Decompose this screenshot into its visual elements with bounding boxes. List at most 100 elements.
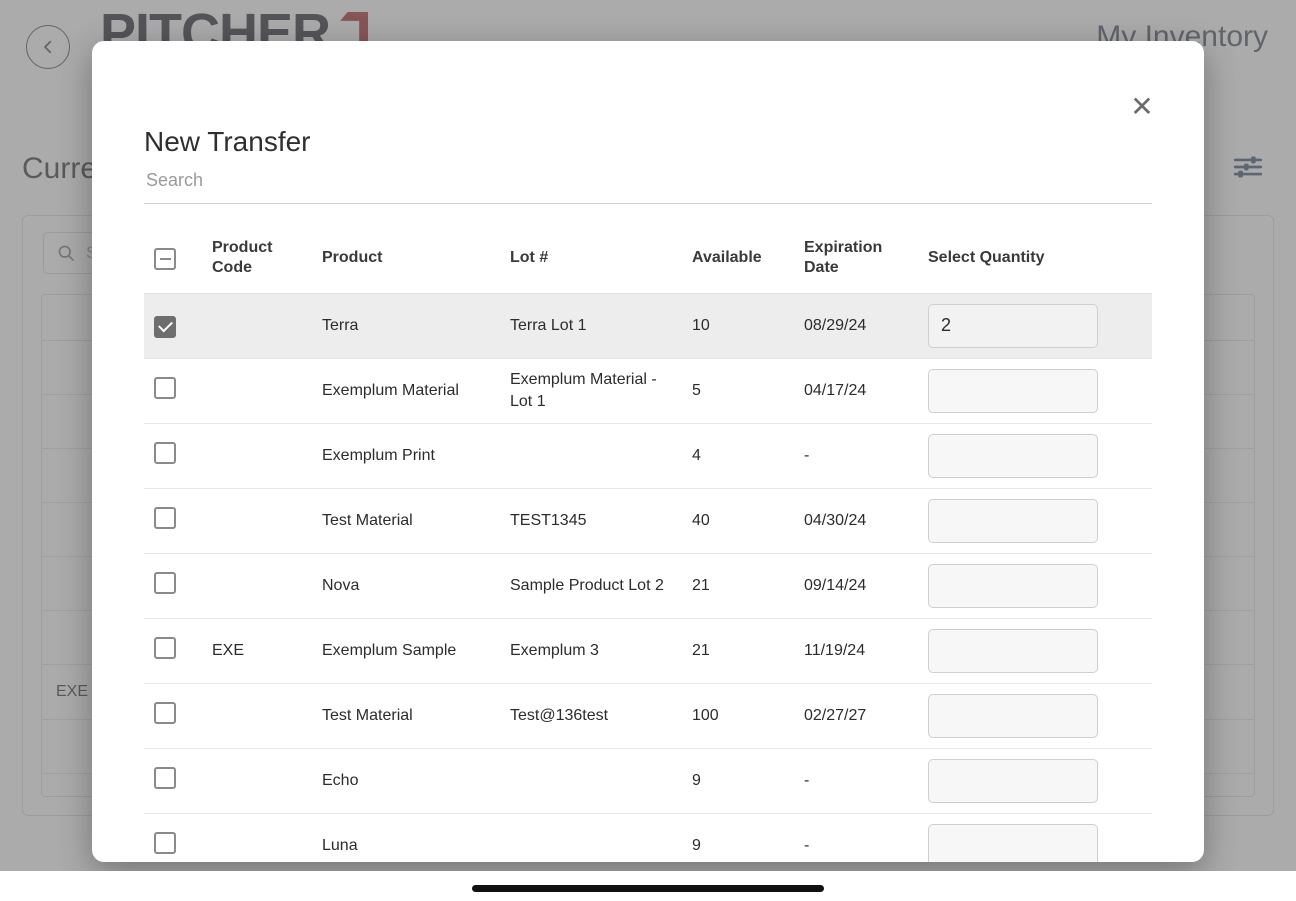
cell-expiration-date: 11/19/24 xyxy=(794,618,918,684)
row-checkbox-cell xyxy=(144,813,202,862)
cell-select-quantity xyxy=(918,683,1152,749)
column-header-product-code: Product Code xyxy=(202,224,312,294)
cell-lot xyxy=(500,813,682,862)
table-row[interactable]: Terra Terra Lot 1 10 08/29/24 xyxy=(144,293,1152,359)
quantity-input[interactable] xyxy=(928,693,1098,738)
cell-select-quantity xyxy=(918,618,1152,684)
row-checkbox-cell xyxy=(144,488,202,554)
close-icon[interactable]: ✕ xyxy=(1130,90,1154,123)
cell-available: 21 xyxy=(682,618,794,684)
cell-product: Terra xyxy=(312,293,500,359)
column-header-select-quantity: Select Quantity xyxy=(918,224,1152,294)
row-checkbox-cell xyxy=(144,683,202,749)
row-checkbox[interactable] xyxy=(154,571,176,594)
quantity-input[interactable] xyxy=(928,758,1098,803)
product-table: Product Code Product Lot # Available Exp… xyxy=(144,224,1152,862)
cell-lot: Test@136test xyxy=(500,683,682,749)
quantity-input[interactable] xyxy=(928,433,1098,478)
cell-expiration-date: - xyxy=(794,748,918,814)
cell-expiration-date: 04/30/24 xyxy=(794,488,918,554)
cell-product: Test Material xyxy=(312,683,500,749)
cell-product-code xyxy=(202,553,312,619)
cell-select-quantity xyxy=(918,813,1152,862)
column-header-available: Available xyxy=(682,224,794,294)
cell-lot xyxy=(500,423,682,489)
table-row[interactable]: EXE Exemplum Sample Exemplum 3 21 11/19/24 xyxy=(144,618,1152,684)
quantity-input[interactable] xyxy=(928,303,1098,348)
cell-lot xyxy=(500,748,682,814)
cell-expiration-date: 02/27/27 xyxy=(794,683,918,749)
row-checkbox-cell xyxy=(144,748,202,814)
row-checkbox[interactable] xyxy=(154,376,176,399)
cell-product-code xyxy=(202,358,312,424)
quantity-input[interactable] xyxy=(928,563,1098,608)
row-checkbox[interactable] xyxy=(154,831,176,854)
cell-expiration-date: - xyxy=(794,813,918,862)
cell-expiration-date: 04/17/24 xyxy=(794,358,918,424)
cell-lot: Sample Product Lot 2 xyxy=(500,553,682,619)
cell-expiration-date: 08/29/24 xyxy=(794,293,918,359)
row-checkbox-cell xyxy=(144,423,202,489)
row-checkbox-cell xyxy=(144,293,202,359)
cell-available: 4 xyxy=(682,423,794,489)
cell-expiration-date: 09/14/24 xyxy=(794,553,918,619)
cell-available: 9 xyxy=(682,748,794,814)
table-row[interactable]: Luna 9- xyxy=(144,813,1152,862)
select-all-header xyxy=(144,224,202,294)
quantity-input[interactable] xyxy=(928,628,1098,673)
cell-available: 40 xyxy=(682,488,794,554)
row-checkbox[interactable] xyxy=(154,636,176,659)
cell-product-code xyxy=(202,748,312,814)
cell-available: 5 xyxy=(682,358,794,424)
cell-available: 10 xyxy=(682,293,794,359)
row-checkbox[interactable] xyxy=(154,701,176,724)
cell-product: Test Material xyxy=(312,488,500,554)
row-checkbox[interactable] xyxy=(154,315,176,338)
table-row[interactable]: Test Material Test@136test 100 02/27/27 xyxy=(144,683,1152,749)
table-row[interactable]: Echo 9- xyxy=(144,748,1152,814)
cell-select-quantity xyxy=(918,488,1152,554)
cell-product: Luna xyxy=(312,813,500,862)
new-transfer-modal: New Transfer ✕ Product Code Product Lot xyxy=(92,41,1204,862)
cell-lot: Exemplum 3 xyxy=(500,618,682,684)
home-indicator-area xyxy=(0,871,1296,901)
row-checkbox[interactable] xyxy=(154,506,176,529)
cell-product-code xyxy=(202,488,312,554)
cell-select-quantity xyxy=(918,358,1152,424)
cell-available: 9 xyxy=(682,813,794,862)
column-header-lot: Lot # xyxy=(500,224,682,294)
cell-lot: Exemplum Material - Lot 1 xyxy=(500,358,682,424)
cell-select-quantity xyxy=(918,553,1152,619)
cell-product: Exemplum Material xyxy=(312,358,500,424)
modal-title: New Transfer xyxy=(144,126,311,157)
cell-select-quantity xyxy=(918,293,1152,359)
quantity-input[interactable] xyxy=(928,823,1098,862)
row-checkbox[interactable] xyxy=(154,441,176,464)
search-input[interactable] xyxy=(144,158,1152,204)
cell-lot: TEST1345 xyxy=(500,488,682,554)
cell-product: Exemplum Sample xyxy=(312,618,500,684)
column-header-product: Product xyxy=(312,224,500,294)
cell-available: 100 xyxy=(682,683,794,749)
table-row[interactable]: Exemplum Material Exemplum Material - Lot… xyxy=(144,358,1152,424)
cell-product-code xyxy=(202,423,312,489)
table-row[interactable]: Nova Sample Product Lot 2 21 09/14/24 xyxy=(144,553,1152,619)
cell-product: Echo xyxy=(312,748,500,814)
quantity-input[interactable] xyxy=(928,368,1098,413)
quantity-input[interactable] xyxy=(928,498,1098,543)
home-indicator xyxy=(472,885,824,892)
table-row[interactable]: Exemplum Print 4- xyxy=(144,423,1152,489)
table-row[interactable]: Test Material TEST1345 40 04/30/24 xyxy=(144,488,1152,554)
cell-product: Nova xyxy=(312,553,500,619)
cell-product: Exemplum Print xyxy=(312,423,500,489)
cell-expiration-date: - xyxy=(794,423,918,489)
row-checkbox-cell xyxy=(144,618,202,684)
cell-available: 21 xyxy=(682,553,794,619)
select-all-checkbox[interactable] xyxy=(154,248,176,271)
row-checkbox-cell xyxy=(144,358,202,424)
cell-product-code xyxy=(202,293,312,359)
row-checkbox[interactable] xyxy=(154,766,176,789)
cell-select-quantity xyxy=(918,423,1152,489)
cell-select-quantity xyxy=(918,748,1152,814)
